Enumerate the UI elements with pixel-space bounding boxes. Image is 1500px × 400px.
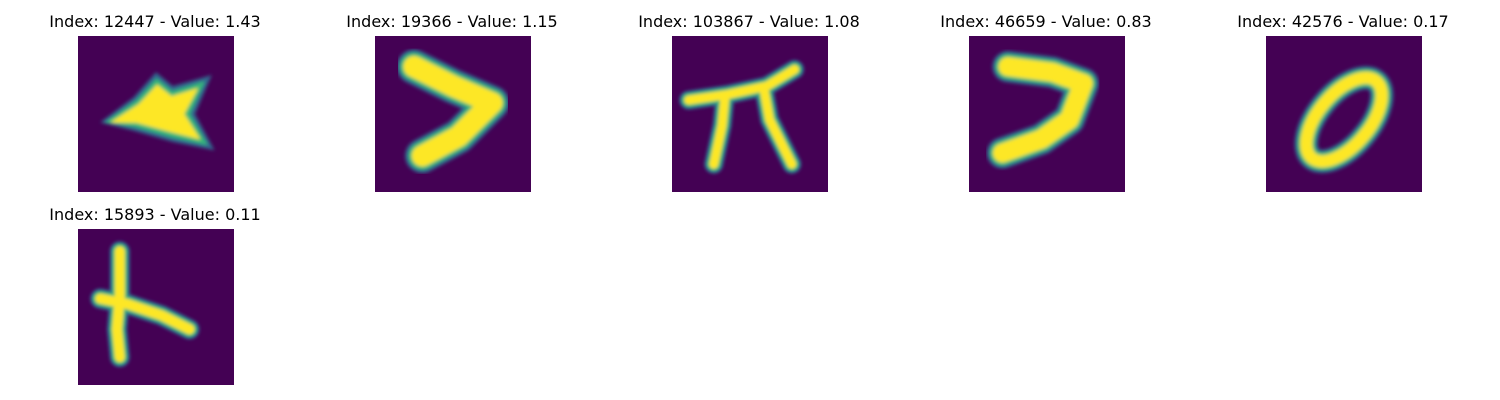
hook-shape-image: [969, 36, 1125, 192]
chevron-shape-svg: [375, 36, 531, 192]
cell-title: Index: 46659 - Value: 0.83: [940, 12, 1152, 31]
star-shape-image: [78, 36, 234, 192]
image-cell: Index: 103867 - Value: 1.08: [594, 0, 894, 192]
chevron-shape-image: [375, 36, 531, 192]
cell-title: Index: 42576 - Value: 0.17: [1237, 12, 1449, 31]
image-cell: Index: 46659 - Value: 0.83: [891, 0, 1191, 192]
cross-shape-image: [78, 229, 234, 385]
cell-title: Index: 19366 - Value: 1.15: [346, 12, 558, 31]
image-cell: Index: 19366 - Value: 1.15: [297, 0, 597, 192]
image-cell: Index: 42576 - Value: 0.17: [1188, 0, 1488, 192]
loop-shape-image: [1266, 36, 1422, 192]
cell-title: Index: 15893 - Value: 0.11: [49, 205, 261, 224]
cell-title: Index: 12447 - Value: 1.43: [49, 12, 261, 31]
star-shape-svg: [78, 36, 234, 192]
hook-shape-svg: [969, 36, 1125, 192]
image-cell: Index: 12447 - Value: 1.43: [0, 0, 300, 192]
cell-title: Index: 103867 - Value: 1.08: [638, 12, 860, 31]
cross-shape-svg: [78, 229, 234, 385]
pi-shape-svg: [672, 36, 828, 192]
pi-shape-image: [672, 36, 828, 192]
image-cell: Index: 15893 - Value: 0.11: [0, 193, 300, 385]
loop-shape-svg: [1266, 36, 1422, 192]
